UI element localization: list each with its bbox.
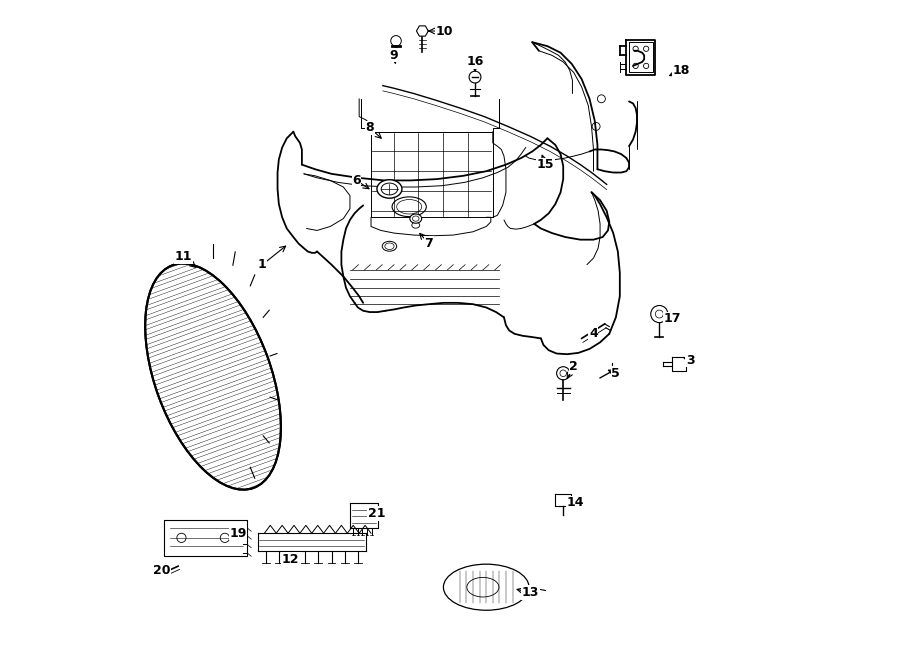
- Text: 10: 10: [436, 24, 454, 38]
- Ellipse shape: [410, 214, 422, 223]
- Text: 21: 21: [367, 507, 385, 520]
- Text: 6: 6: [352, 174, 361, 187]
- Ellipse shape: [444, 564, 529, 610]
- Text: 17: 17: [663, 312, 681, 325]
- Text: 9: 9: [390, 49, 399, 62]
- Text: 15: 15: [536, 158, 554, 171]
- Ellipse shape: [377, 180, 402, 198]
- Text: 7: 7: [425, 237, 433, 250]
- Text: 16: 16: [466, 56, 483, 69]
- Text: 1: 1: [258, 258, 266, 271]
- Text: 14: 14: [566, 496, 584, 510]
- Ellipse shape: [145, 264, 281, 490]
- Text: 4: 4: [590, 327, 598, 340]
- Text: 18: 18: [673, 64, 690, 77]
- Text: 2: 2: [570, 360, 578, 373]
- Text: 13: 13: [522, 586, 539, 599]
- Text: 5: 5: [611, 367, 620, 380]
- Text: 8: 8: [365, 121, 374, 134]
- Text: 19: 19: [230, 527, 247, 540]
- Text: 20: 20: [153, 564, 170, 577]
- Text: 12: 12: [282, 553, 300, 566]
- Text: 11: 11: [175, 251, 193, 263]
- Text: 3: 3: [686, 354, 695, 367]
